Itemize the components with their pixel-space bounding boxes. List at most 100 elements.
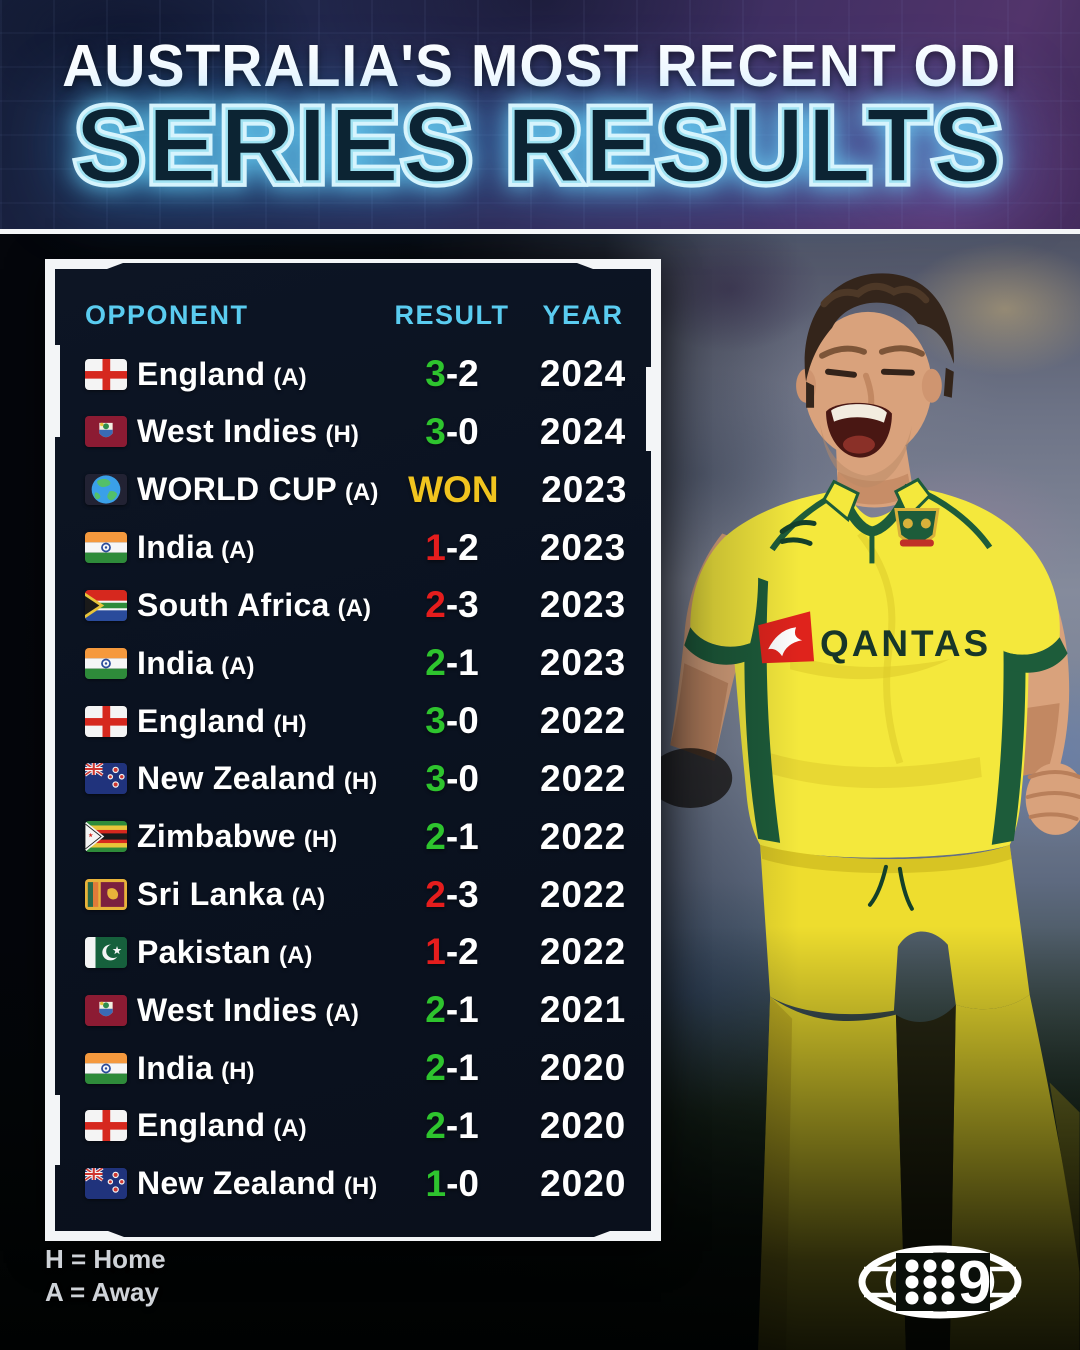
england-flag-icon: [85, 358, 127, 390]
venue-indicator: (H): [273, 710, 307, 738]
opponent-name: India (A): [137, 644, 255, 681]
nine-network-logo: 9: [858, 1245, 1022, 1319]
result-value: WON: [378, 469, 528, 511]
year-value: 2022: [539, 931, 627, 973]
india-flag-icon: [85, 1052, 127, 1084]
year-value: 2023: [539, 642, 627, 684]
west-indies-flag-icon: [85, 416, 127, 448]
year-value: 2021: [539, 989, 627, 1031]
india-flag-icon: [85, 647, 127, 679]
result-first-number: 2: [425, 1104, 446, 1146]
frame-notch-top: [107, 263, 593, 269]
zimbabwe-flag-icon: [85, 821, 127, 853]
result-rest: -1: [445, 815, 479, 857]
year-value: 2023: [539, 584, 627, 626]
header-banner: AUSTRALIA'S MOST RECENT ODI SERIES RESUL…: [0, 0, 1080, 229]
new-zealand-flag-icon: [85, 763, 127, 795]
result-rest: -0: [445, 700, 479, 742]
column-result: RESULT: [394, 299, 510, 330]
table-row: England (A) 3-2 2024: [85, 353, 639, 395]
result-rest: -0: [446, 1162, 479, 1204]
table-row: England (A) 2-1 2020: [85, 1105, 639, 1147]
result-first-number: 1: [425, 1162, 447, 1204]
year-value: 2020: [539, 1047, 627, 1089]
result-value: 3-0: [377, 700, 527, 742]
table-row: India (A) 2-1 2023: [85, 642, 639, 684]
result-value: 1-0: [377, 1163, 527, 1205]
opponent-name: West Indies (A): [137, 991, 359, 1028]
result-value: 3-0: [377, 411, 527, 453]
table-header-row: OPPONENT RESULT YEAR: [85, 295, 639, 335]
opponent-name: India (H): [137, 1049, 255, 1086]
table-row: India (A) 1-2 2023: [85, 527, 639, 569]
frame-notch-bottom: [108, 1231, 610, 1237]
opponent-name: India (A): [137, 529, 255, 566]
result-first-number: 3: [425, 353, 446, 394]
result-rest: -2: [445, 526, 479, 568]
result-first-number: 3: [425, 410, 446, 452]
results-table-frame: OPPONENT RESULT YEAR England (A) 3-2 2024 We…: [45, 259, 661, 1241]
frame-accent: [646, 367, 651, 451]
year-value: 2024: [539, 410, 627, 452]
opponent-name: Pakistan (A): [137, 933, 313, 970]
title-line-2-glow: SERIES RESULTS: [70, 82, 1007, 211]
result-value: 3-2: [377, 353, 527, 395]
result-value: 2-1: [377, 642, 527, 684]
sri-lanka-flag-icon: [85, 879, 127, 911]
opponent-name: New Zealand (H): [137, 1165, 378, 1202]
india-flag-icon: [85, 532, 127, 564]
south-africa-flag-icon: [85, 589, 127, 621]
result-rest: -3: [445, 873, 479, 915]
results-table-panel: OPPONENT RESULT YEAR England (A) 3-2 2024 We…: [55, 269, 651, 1231]
frame-accent: [55, 345, 60, 437]
result-value: 2-1: [377, 1047, 527, 1089]
result-first-number: 2: [425, 989, 446, 1031]
result-value: 3-0: [377, 758, 527, 800]
title-line-2-fill: SERIES RESULTS: [74, 86, 1005, 207]
column-opponent: OPPONENT: [85, 299, 249, 330]
opponent-name: Sri Lanka (A): [137, 876, 326, 913]
opponent-name: Zimbabwe (H): [137, 818, 338, 855]
table-row: Pakistan (A) 1-2 2022: [85, 931, 639, 973]
venue-indicator: (A): [221, 537, 255, 565]
result-first-number: 2: [425, 873, 446, 915]
result-value: 1-2: [377, 931, 527, 973]
nine-numeral: 9: [958, 1249, 991, 1316]
result-first-number: 2: [425, 584, 446, 626]
result-rest: -2: [445, 931, 479, 973]
result-first-number: 1: [425, 526, 446, 568]
year-value: 2022: [539, 873, 627, 915]
table-row: South Africa (A) 2-3 2023: [85, 584, 639, 626]
result-value: 2-3: [377, 874, 527, 916]
result-rest: -2: [445, 353, 479, 394]
result-value: 2-1: [377, 1105, 527, 1147]
legend-away: A = Away: [45, 1277, 159, 1308]
opponent-name: England (H): [137, 702, 307, 739]
venue-legend: H = Home A = Away: [45, 1243, 166, 1310]
opponent-name: South Africa (A): [137, 586, 371, 623]
venue-indicator: (A): [291, 884, 326, 912]
venue-indicator: (A): [273, 363, 307, 391]
result-first-number: 2: [425, 1047, 446, 1089]
result-first-number: WON: [408, 468, 499, 510]
table-row: Zimbabwe (H) 2-1 2022: [85, 816, 639, 858]
table-row: New Zealand (H) 1-0 2020: [85, 1163, 639, 1205]
result-rest: -1: [445, 1104, 479, 1146]
opponent-name: England (A): [137, 355, 307, 392]
opponent-name: England (A): [137, 1107, 307, 1144]
result-rest: -1: [445, 989, 479, 1031]
result-value: 2-3: [377, 584, 527, 626]
title-line-1: AUSTRALIA'S MOST RECENT ODI: [62, 32, 1018, 100]
venue-indicator: (H): [343, 1173, 378, 1201]
year-value: 2022: [539, 700, 627, 742]
venue-indicator: (A): [273, 1115, 307, 1143]
venue-indicator: (A): [279, 941, 313, 969]
table-row: New Zealand (H) 3-0 2022: [85, 758, 639, 800]
column-year: YEAR: [542, 299, 624, 330]
result-value: 2-1: [377, 816, 527, 858]
result-rest: -3: [445, 584, 479, 626]
result-first-number: 3: [425, 757, 447, 799]
result-first-number: 1: [425, 931, 446, 973]
new-zealand-flag-icon: [85, 1168, 127, 1200]
